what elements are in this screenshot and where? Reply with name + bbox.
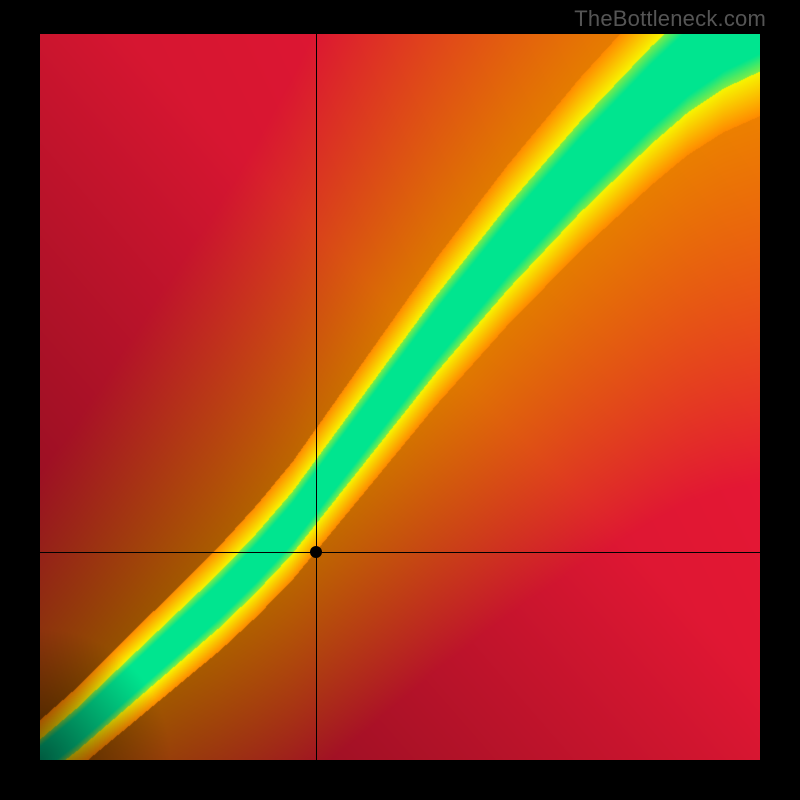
crosshair-vertical [316,34,317,760]
watermark-text: TheBottleneck.com [574,6,766,32]
data-point-marker [310,546,322,558]
heatmap-plot [40,34,760,760]
crosshair-horizontal [40,552,760,553]
heatmap-canvas [40,34,760,760]
